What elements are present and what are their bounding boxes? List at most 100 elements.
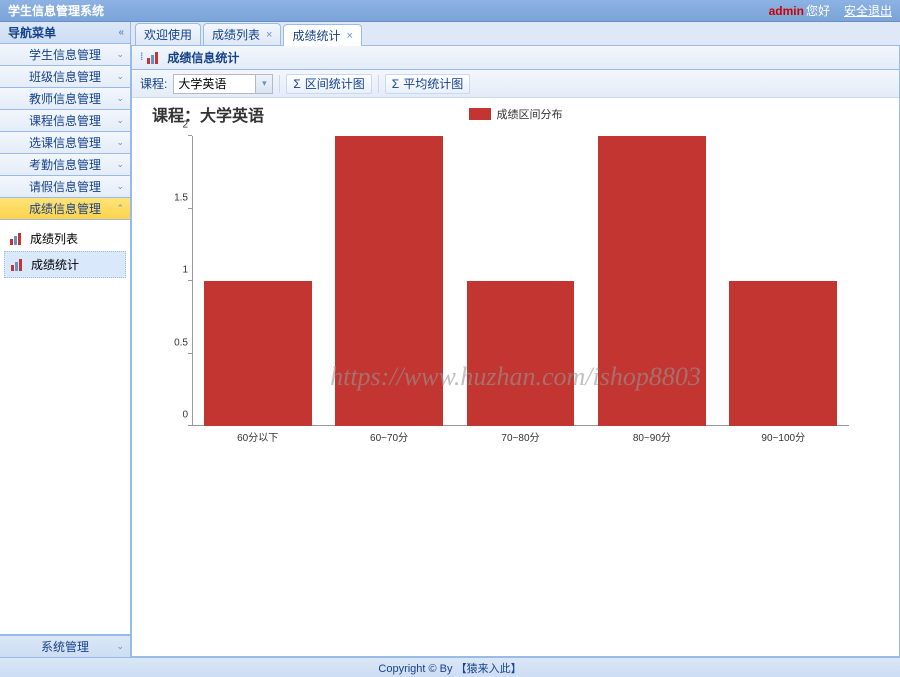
bar-1[interactable] [335, 136, 443, 426]
close-icon[interactable]: × [346, 30, 352, 42]
tab-label: 成绩统计 [292, 27, 340, 44]
bar-2[interactable] [467, 281, 575, 426]
tab-label: 成绩列表 [212, 26, 260, 43]
bar-slot-3: 80~90分 [586, 136, 717, 426]
sidebar-leaf-1[interactable]: 成绩统计 [4, 251, 126, 278]
chart-title-row: 课程：大学英语 成绩区间分布 [152, 102, 879, 126]
chevron-down-icon: ⌄ [116, 93, 124, 104]
sidebar-item-4[interactable]: 选课信息管理⌄ [0, 132, 130, 154]
interval-chart-button[interactable]: Σ 区间统计图 [286, 74, 371, 94]
y-tick-label: 0 [164, 410, 188, 421]
header-right: admin 您好 安全退出 [769, 2, 892, 19]
chart-icon [11, 259, 25, 271]
grip-icon: ⁞ [140, 52, 141, 63]
sidebar-item-2[interactable]: 教师信息管理 ⌄ [0, 88, 130, 110]
chart-area: 课程：大学英语 成绩区间分布 60分以下60~70分70~80分80~90分90… [132, 98, 899, 656]
interval-chart-label: 区间统计图 [305, 75, 365, 92]
sidebar-bottom[interactable]: 系统管理 ⌄ [0, 635, 130, 657]
chart-legend: 成绩区间分布 [469, 106, 563, 122]
sidebar-item-1[interactable]: 班级信息管理 ⌄ [0, 66, 130, 88]
chevron-down-icon: ⌄ [116, 71, 124, 82]
sidebar-item-3[interactable]: 课程信息管理 ⌄ [0, 110, 130, 132]
logout-link[interactable]: 安全退出 [844, 2, 892, 19]
sidebar-item-7[interactable]: 成绩信息管理 ⌃ [0, 198, 130, 220]
content-body: ⁞ 成绩信息统计 课程: 大学英语 ▾ Σ 区间统计图 Σ 平均统计图 [131, 46, 900, 657]
x-label: 70~80分 [501, 429, 539, 444]
tab-label: 欢迎使用 [144, 26, 192, 43]
y-tick-label: 1.5 [164, 192, 188, 203]
chart-icon [10, 233, 24, 245]
sidebar-panel: 成绩列表成绩统计 [0, 220, 130, 635]
toolbar: 课程: 大学英语 ▾ Σ 区间统计图 Σ 平均统计图 [132, 70, 899, 98]
tab-2[interactable]: 成绩统计 × [283, 24, 361, 46]
x-label: 60~70分 [370, 429, 408, 444]
y-tick-mark [188, 425, 192, 426]
bar-slot-2: 70~80分 [455, 136, 586, 426]
sidebar-item-6[interactable]: 请假信息管理 ⌄ [0, 176, 130, 198]
chevron-down-icon: ⌄ [116, 181, 124, 192]
user-name: admin [769, 4, 804, 18]
sidebar-bottom-label: 系统管理 [41, 638, 89, 655]
y-tick-label: 2 [164, 120, 188, 131]
app-title: 学生信息管理系统 [8, 2, 104, 19]
bar-4[interactable] [729, 281, 837, 426]
x-label: 60分以下 [237, 429, 278, 444]
chevron-down-icon: ⌄ [116, 137, 124, 148]
x-label: 90~100分 [761, 429, 805, 444]
separator [279, 75, 280, 93]
legend-swatch [469, 108, 491, 120]
chevron-up-icon: ⌃ [116, 203, 124, 214]
chart-grid: 60分以下60~70分70~80分80~90分90~100分 00.511.52 [192, 136, 849, 446]
sidebar: 导航菜单 « 学生信息管理⌄班级信息管理⌄教师信息管理⌄课程信息管理⌄选课信息管… [0, 22, 131, 657]
content-area: 欢迎使用 成绩列表 × 成绩统计 × ⁞ 成绩信息统计 课程: 大学英语 ▾ Σ 区间统… [131, 22, 900, 657]
y-tick-mark [188, 353, 192, 354]
sigma-icon: Σ [392, 77, 399, 91]
sidebar-item-label: 考勤信息管理 [29, 156, 101, 173]
panel-title: 成绩信息统计 [167, 49, 239, 66]
bar-slot-1: 60~70分 [323, 136, 454, 426]
tab-strip: 欢迎使用 成绩列表 × 成绩统计 × [131, 22, 900, 46]
tab-0[interactable]: 欢迎使用 [135, 23, 201, 45]
sidebar-item-label: 请假信息管理 [29, 178, 101, 195]
bar-3[interactable] [598, 136, 706, 426]
close-icon[interactable]: × [266, 29, 272, 41]
sidebar-item-label: 教师信息管理 [29, 90, 101, 107]
course-label: 课程: [140, 75, 167, 92]
footer-text: Copyright © By 【猿来入此】 [378, 660, 521, 676]
y-tick-mark [188, 135, 192, 136]
footer: Copyright © By 【猿来入此】 [0, 657, 900, 677]
y-tick-mark [188, 280, 192, 281]
chevron-down-icon: ⌄ [116, 49, 124, 60]
average-chart-button[interactable]: Σ 平均统计图 [385, 74, 470, 94]
chevron-down-icon: ⌄ [116, 159, 124, 170]
tab-1[interactable]: 成绩列表 × [203, 23, 281, 45]
legend-label: 成绩区间分布 [497, 106, 563, 122]
sidebar-header-label: 导航菜单 [8, 24, 56, 41]
y-tick-label: 1 [164, 265, 188, 276]
course-combo[interactable]: 大学英语 ▾ [173, 74, 273, 94]
average-chart-label: 平均统计图 [403, 75, 463, 92]
sidebar-leaf-label: 成绩列表 [30, 230, 78, 247]
bar-slot-0: 60分以下 [192, 136, 323, 426]
sigma-icon: Σ [293, 77, 300, 91]
separator [378, 75, 379, 93]
y-tick-mark [188, 208, 192, 209]
sidebar-item-0[interactable]: 学生信息管理 ⌄ [0, 44, 130, 66]
sidebar-item-label: 课程信息管理 [29, 112, 101, 129]
bar-slot-4: 90~100分 [718, 136, 849, 426]
sidebar-item-label: 学生信息管理 [29, 46, 101, 63]
sidebar-leaf-0[interactable]: 成绩列表 [4, 226, 126, 251]
bar-0[interactable] [204, 281, 312, 426]
sidebar-item-label: 成绩信息管理 [29, 200, 101, 217]
collapse-icon[interactable]: « [118, 27, 124, 38]
bars-container: 60分以下60~70分70~80分80~90分90~100分 [192, 136, 849, 426]
chevron-down-icon: ⌄ [116, 115, 124, 126]
chart-icon [147, 52, 161, 64]
sidebar-item-label: 班级信息管理 [29, 68, 101, 85]
combo-trigger-icon[interactable]: ▾ [255, 75, 272, 93]
y-tick-label: 0.5 [164, 337, 188, 348]
chevron-down-icon: ⌄ [116, 641, 124, 652]
greeting-text: 您好 [806, 2, 830, 19]
sidebar-item-5[interactable]: 考勤信息管理 ⌄ [0, 154, 130, 176]
main-layout: 导航菜单 « 学生信息管理⌄班级信息管理⌄教师信息管理⌄课程信息管理⌄选课信息管… [0, 22, 900, 657]
